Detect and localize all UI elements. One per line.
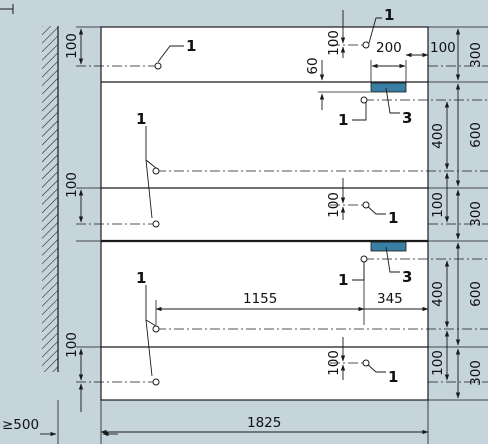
dim-hole-x-right: 345 (377, 291, 403, 307)
dim-total-width: 1825 (247, 415, 281, 431)
callout-1-bottom-right: 1 (388, 368, 398, 386)
reference-lines (76, 44, 488, 383)
dim-row-height-5: 300 (468, 360, 484, 386)
extension-lines (57, 26, 488, 444)
dim-wall-clearance: ≥500 (2, 417, 39, 433)
hole (362, 41, 370, 49)
callout-1-top-left: 1 (186, 37, 196, 55)
dim-hole-pitch-lower: 100 (326, 350, 342, 376)
hole (154, 62, 162, 70)
callout-1-left-upper: 1 (136, 110, 146, 128)
hole (152, 378, 160, 386)
hole (362, 201, 370, 209)
dimension-lines (40, 10, 461, 437)
wall (42, 26, 59, 372)
callout-1-mid-right: 1 (388, 209, 398, 227)
hole (152, 167, 160, 175)
dim-upper-hole-span: 400 (430, 123, 446, 149)
dim-hole-pitch-upper: 100 (326, 192, 342, 218)
dim-marker-spacing: 60 (305, 57, 321, 74)
hole (360, 255, 368, 263)
dim-row-height-4: 600 (468, 281, 484, 307)
holes (152, 41, 370, 386)
dim-left-hole-offset-top: 100 (64, 33, 80, 59)
hole (152, 220, 160, 228)
leader-lines (145, 17, 400, 377)
callout-1-top-right: 1 (384, 6, 394, 24)
dim-hole-x-left: 1155 (243, 291, 277, 307)
dim-hole-pitch-right-upper: 100 (430, 192, 446, 218)
dim-row-height-1: 300 (468, 42, 484, 68)
dimension-texts: 1825 ≥500 1155 345 200 100 100 100 100 1… (2, 30, 484, 433)
hole (360, 96, 368, 104)
dim-left-hole-offset-mid: 100 (64, 172, 80, 198)
callout-1-upper-marker: 1 (338, 111, 348, 129)
callout-3-lower: 3 (402, 268, 412, 286)
dim-hole-pitch-right-lower: 100 (430, 350, 446, 376)
marker-lower (370, 241, 407, 252)
dim-right-offset: 100 (430, 40, 456, 56)
corner-mark (0, 4, 14, 14)
callout-3-upper: 3 (402, 109, 412, 127)
hole (152, 325, 160, 333)
dim-row-height-3: 300 (468, 201, 484, 227)
dim-top-hole-drop: 100 (326, 30, 342, 56)
callout-1-lower-marker: 1 (338, 271, 348, 289)
callout-labels: 1 1 1 3 1 1 1 3 1 1 (136, 6, 412, 386)
dim-row-height-2: 600 (468, 122, 484, 148)
dim-lower-hole-span: 400 (430, 281, 446, 307)
callout-1-left-lower: 1 (136, 269, 146, 287)
hole (362, 359, 370, 367)
marker-upper (370, 82, 407, 93)
dim-marker-width: 200 (376, 40, 402, 56)
dim-left-hole-offset-bottom: 100 (64, 332, 80, 358)
